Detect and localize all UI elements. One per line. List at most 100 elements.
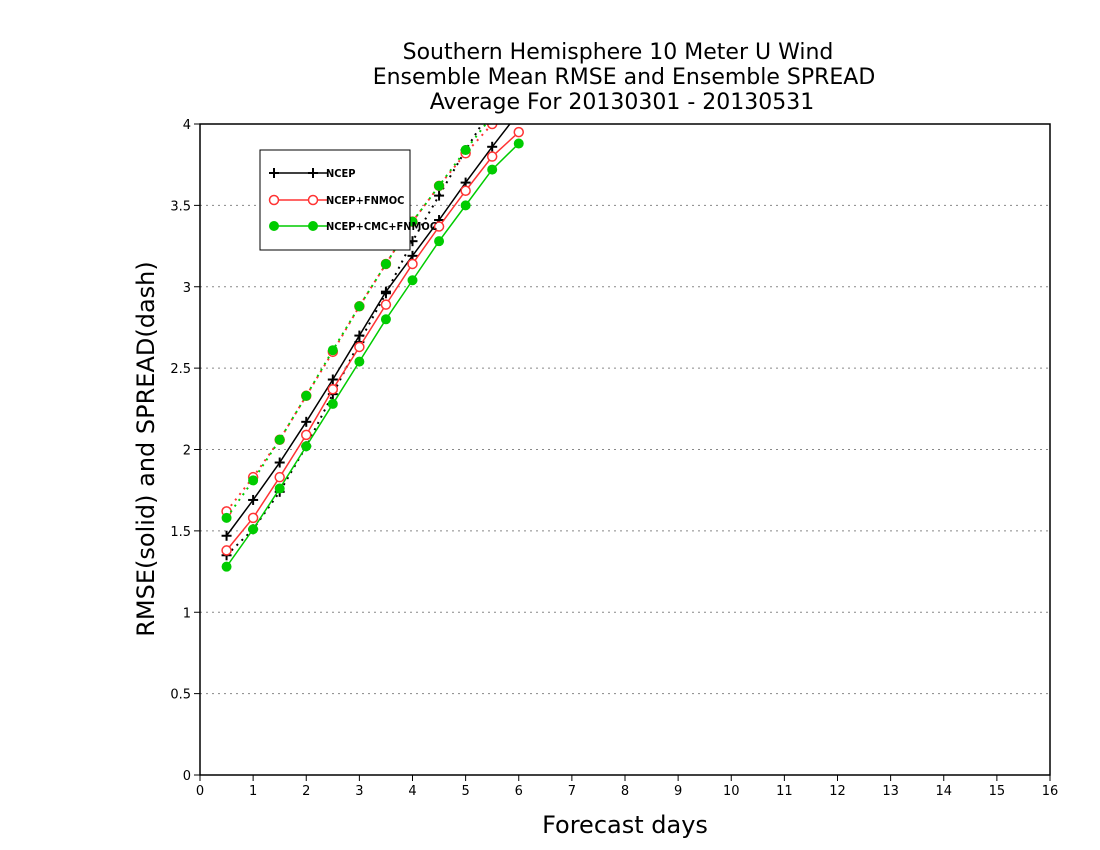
filled-circle-marker <box>301 390 312 401</box>
chart-title-line-3: Average For 20130301 - 20130531 <box>430 90 815 115</box>
open-circle-marker <box>486 124 498 130</box>
filled-circle-marker <box>274 483 285 494</box>
ncep-fnmoc-rmse-point <box>221 545 232 556</box>
ncep-cmc-fnmoc-spread-point <box>301 390 312 401</box>
open-circle-marker <box>301 429 312 441</box>
series-layer <box>221 124 524 572</box>
open-circle-marker <box>274 471 285 483</box>
ncep-cmc-fnmoc-rmse-point <box>221 561 232 572</box>
x-tick-label: 0 <box>196 784 204 799</box>
ncep-rmse-point <box>327 374 338 385</box>
ncep-cmc-fnmoc-spread-point <box>460 145 471 156</box>
open-circle-marker <box>486 151 498 162</box>
y-tick-label: 3 <box>183 281 191 296</box>
legend-marker-ncep-fnmoc <box>268 194 280 206</box>
legend-marker-ncep <box>308 168 318 178</box>
x-axis-label: Forecast days <box>542 811 708 839</box>
ncep-rmse-point <box>380 286 391 297</box>
ncep-cmc-fnmoc-rmse-point <box>407 275 418 286</box>
ncep-rmse-point <box>301 416 312 427</box>
legend-marker-ncep-fnmoc <box>307 194 319 206</box>
ncep-cmc-fnmoc-rmse-point <box>327 398 338 409</box>
open-circle-marker <box>460 185 471 196</box>
ncep-cmc-fnmoc-spread-point <box>221 512 232 523</box>
x-tick-label: 7 <box>568 784 576 799</box>
ncep-fnmoc-rmse-point <box>247 512 259 524</box>
axis-ticks: 00.511.522.533.540 1 2 3 4 5 6 7 8 9 10 11 12 13 14 15 1… <box>170 118 1058 799</box>
ncep-cmc-fnmoc-rmse-point <box>513 138 524 149</box>
ncep-cmc-fnmoc-rmse-point <box>301 441 312 452</box>
filled-circle-marker <box>460 145 471 156</box>
x-tick-label: 9 <box>674 784 682 799</box>
filled-circle-marker <box>487 164 498 175</box>
ncep-cmc-fnmoc-rmse-point <box>274 483 285 494</box>
ncep-rmse-point <box>221 530 232 541</box>
ncep-spread-point <box>434 190 445 201</box>
filled-circle-marker <box>380 314 391 325</box>
ncep-fnmoc-rmse-point <box>460 185 471 196</box>
ncep-cmc-fnmoc-rmse-line <box>225 142 520 568</box>
ncep-cmc-fnmoc-rmse-point <box>434 236 445 247</box>
ncep-fnmoc-rmse-line <box>225 131 520 551</box>
gridlines <box>200 204 1050 695</box>
x-tick-label: 1 <box>249 784 257 799</box>
x-tick-label: 15 <box>989 784 1006 799</box>
ncep-cmc-fnmoc-spread-point <box>327 345 338 356</box>
open-circle-marker <box>221 545 232 556</box>
ncep-cmc-fnmoc-rmse-point <box>380 314 391 325</box>
y-tick-label: 1.5 <box>170 525 191 540</box>
ncep-cmc-fnmoc-spread-point <box>248 475 259 486</box>
x-tick-label: 5 <box>461 784 469 799</box>
open-circle-marker <box>268 194 280 206</box>
filled-circle-marker <box>354 356 365 367</box>
legend-marker-ncep-cmc-fnmoc <box>269 221 279 231</box>
open-circle-marker <box>327 384 339 395</box>
filled-circle-marker <box>407 275 418 286</box>
open-circle-marker <box>407 258 418 270</box>
x-tick-label: 2 <box>302 784 310 799</box>
ncep-rmse-point <box>487 141 498 152</box>
legend-label-ncep-cmc-fnmoc: NCEP+CMC+FNMOC <box>326 220 437 233</box>
x-tick-label: 16 <box>1042 784 1059 799</box>
y-axis-label: RMSE(solid) and SPREAD(dash) <box>132 261 160 637</box>
ncep-cmc-fnmoc-rmse-point <box>460 200 471 211</box>
filled-circle-marker <box>354 301 365 312</box>
ncep-cmc-fnmoc-rmse-point <box>354 356 365 367</box>
y-tick-label: 1 <box>183 606 191 621</box>
open-circle-marker <box>307 194 319 206</box>
x-tick-label: 13 <box>882 784 899 799</box>
open-circle-marker <box>247 512 259 524</box>
ncep-cmc-fnmoc-rmse-point <box>248 524 259 535</box>
ncep-fnmoc-spread-point <box>486 124 498 130</box>
filled-circle-marker <box>248 475 259 486</box>
ncep-cmc-fnmoc-rmse-point <box>487 164 498 175</box>
filled-circle-marker <box>327 345 338 356</box>
ncep-fnmoc-rmse-point <box>327 384 339 395</box>
filled-circle-marker <box>434 180 445 191</box>
ncep-fnmoc-rmse-point <box>433 221 445 232</box>
open-circle-marker <box>354 341 365 353</box>
ncep-spread-line <box>225 124 484 557</box>
ncep-cmc-fnmoc-spread-point <box>434 180 445 191</box>
y-tick-label: 4 <box>183 118 191 133</box>
legend-label-ncep-fnmoc: NCEP+FNMOC <box>326 194 404 207</box>
ncep-rmse-point <box>248 494 259 505</box>
ncep-fnmoc-rmse-point <box>407 258 418 270</box>
ncep-fnmoc-rmse-point <box>301 429 312 441</box>
ncep-fnmoc-rmse-point <box>354 341 365 353</box>
open-circle-marker <box>513 126 524 138</box>
y-tick-label: 3.5 <box>170 199 191 214</box>
x-tick-label: 8 <box>621 784 629 799</box>
ncep-fnmoc-rmse-point <box>486 151 498 162</box>
ncep-rmse-point <box>274 457 285 468</box>
open-circle-marker <box>380 299 392 310</box>
x-tick-label: 6 <box>515 784 523 799</box>
filled-circle-marker <box>434 236 445 247</box>
ncep-fnmoc-rmse-point <box>274 471 285 483</box>
ncep-rmse-point <box>354 330 365 341</box>
ncep-fnmoc-rmse-point <box>513 126 524 138</box>
chart-title-line-1: Southern Hemisphere 10 Meter U Wind <box>403 40 834 65</box>
open-circle-marker <box>433 221 445 232</box>
x-tick-label: 11 <box>776 784 793 799</box>
x-tick-label: 3 <box>355 784 363 799</box>
